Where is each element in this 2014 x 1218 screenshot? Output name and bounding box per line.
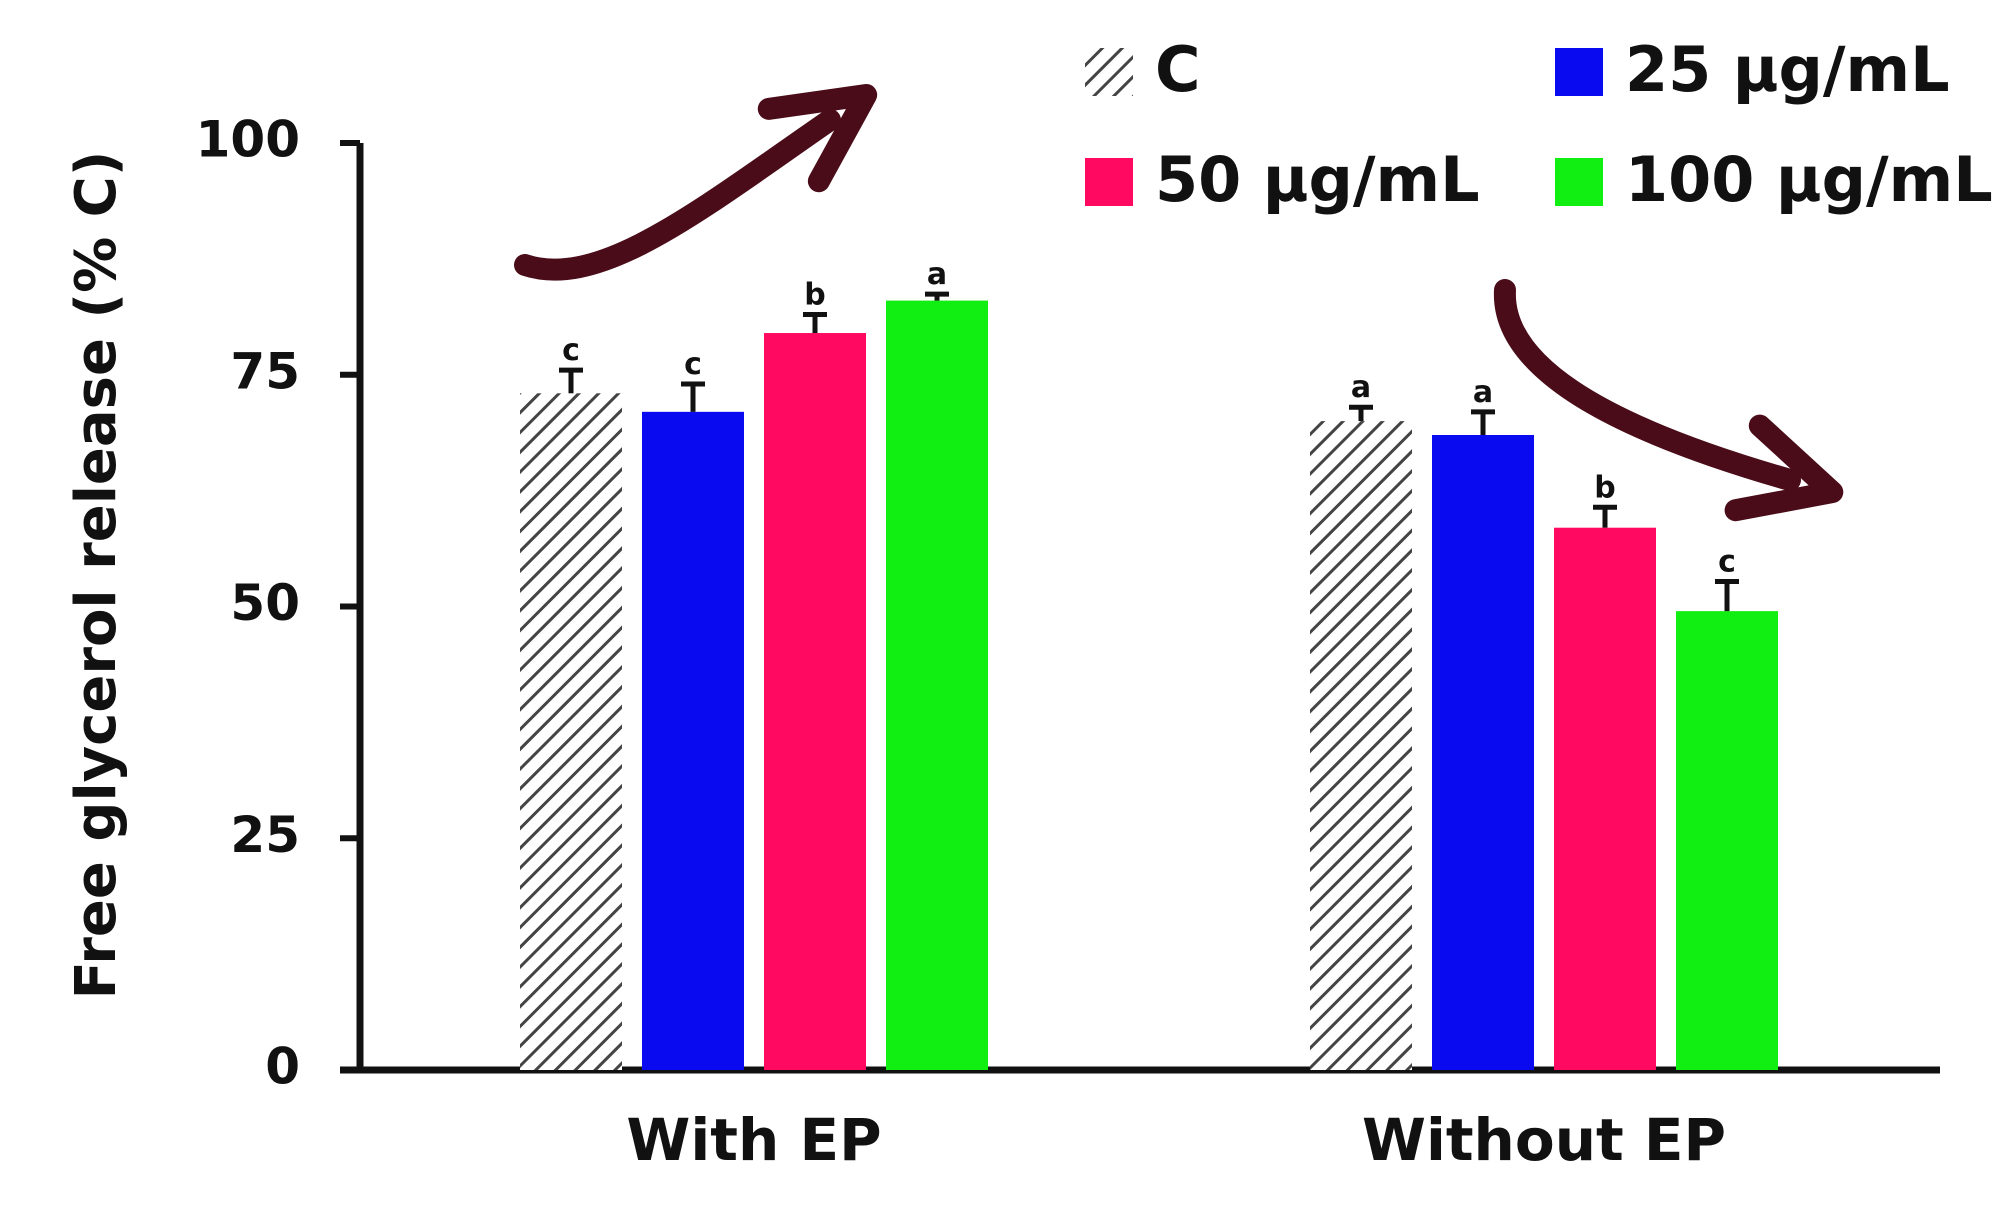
significance-label: b [804,277,825,312]
significance-label: c [684,347,702,382]
x-category-label: With EP [626,1106,881,1174]
y-axis-label: Free glycerol release (% C) [64,151,129,1000]
legend-swatch [1555,158,1603,206]
legend-label: 100 µg/mL [1625,143,1993,216]
bar [1432,435,1534,1070]
legend-label: 25 µg/mL [1625,33,1950,106]
bar [886,300,988,1071]
bar [764,333,866,1070]
legend-swatch [1085,158,1133,206]
significance-label: c [562,333,580,368]
legend: C 25 µg/mL 50 µg/mL 100 µg/mL [1085,33,1993,216]
significance-label: a [927,257,947,292]
bar [642,411,744,1071]
y-tick-label: 100 [196,111,300,169]
legend-swatch [1085,48,1133,96]
decrease-arrow-icon [1493,279,1844,522]
bar [520,393,622,1070]
bar [1676,611,1778,1070]
bars: c c b a a a b c [520,257,1778,1071]
bar [1310,421,1412,1071]
significance-label: a [1351,370,1371,405]
y-tick-label: 25 [230,806,300,864]
x-category-label: Without EP [1362,1106,1726,1174]
legend-label: 50 µg/mL [1155,143,1480,216]
significance-label: b [1594,470,1615,505]
legend-label: C [1155,33,1201,106]
y-tick-label: 50 [230,574,300,632]
increase-arrow-icon [514,83,878,281]
significance-label: c [1718,544,1736,579]
x-axis-category-labels: With EP Without EP [626,1106,1726,1174]
y-axis-ticks: 0 25 50 75 100 [196,111,360,1096]
y-tick-label: 75 [230,342,300,400]
bar [1554,527,1656,1070]
y-tick-label: 0 [265,1038,300,1096]
significance-label: a [1473,375,1493,410]
legend-swatch [1555,48,1603,96]
